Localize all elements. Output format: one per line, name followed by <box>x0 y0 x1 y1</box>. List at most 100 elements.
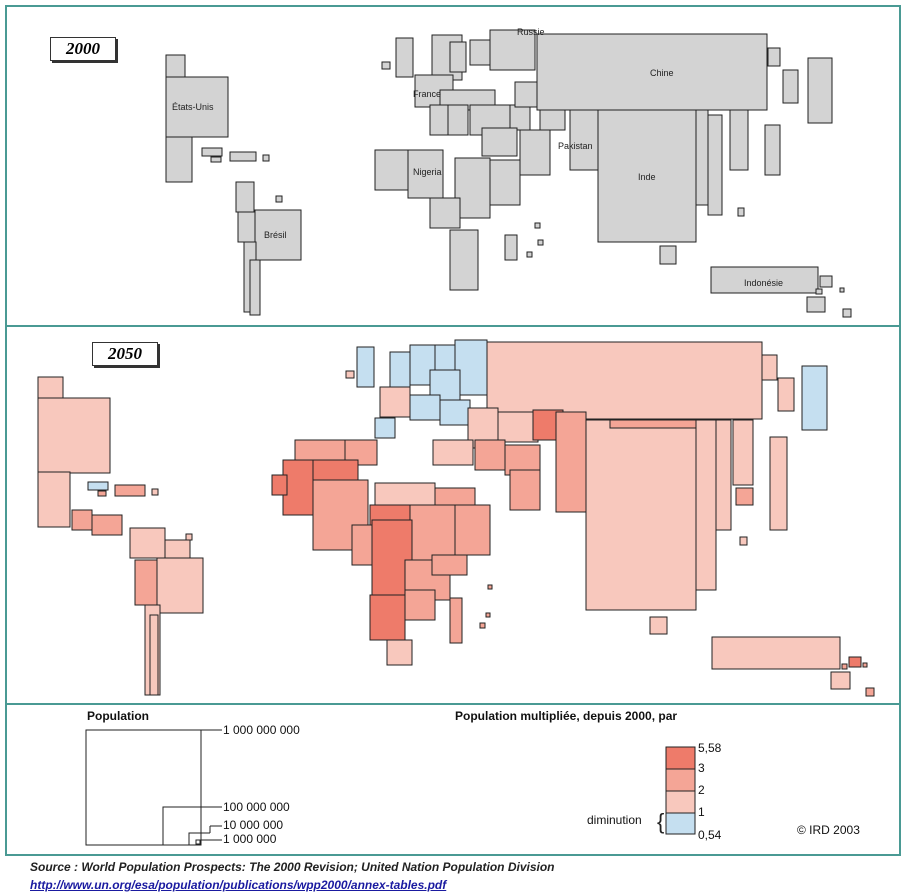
country-indonesia-2050 <box>711 636 841 670</box>
country-mexico-2050 <box>37 471 71 528</box>
country-iceland <box>381 61 391 70</box>
country-thailand <box>729 109 749 171</box>
country-sweden <box>449 41 467 73</box>
country-brazil <box>254 209 302 261</box>
country-japan <box>807 57 833 124</box>
country-spain-2050 <box>374 417 396 439</box>
country-mozambique-2050 <box>404 589 436 621</box>
country-caribbean-2 <box>210 156 222 163</box>
country-chile <box>249 259 261 316</box>
country-madagascar <box>504 234 518 261</box>
legend-swatch-high <box>665 746 696 770</box>
country-ukraine-2050 <box>497 411 539 443</box>
label-france: France <box>413 89 441 99</box>
label-pakistan: Pakistan <box>558 141 593 151</box>
country-island-c-2050 <box>487 584 493 590</box>
label-usa: États-Unis <box>172 102 214 112</box>
legend-level-1e6: 1 000 000 <box>223 832 277 846</box>
country-philippines-2050 <box>735 487 754 506</box>
country-russia-west <box>489 29 536 71</box>
country-nz <box>842 308 852 318</box>
country-drc <box>429 197 461 229</box>
country-italy <box>447 104 469 136</box>
country-pakistan <box>569 109 601 171</box>
country-island-a <box>534 222 541 229</box>
square-1e9 <box>85 729 202 846</box>
country-png-2050 <box>848 656 862 668</box>
label-brazil: Brésil <box>264 230 287 240</box>
country-iraq-2050 <box>474 439 506 471</box>
country-sri-lanka-2050 <box>649 616 668 635</box>
country-fiji-2050 <box>862 662 868 668</box>
country-australia <box>806 296 826 313</box>
country-saudi <box>519 129 551 176</box>
legend-break-0-54: 0,54 <box>698 828 722 842</box>
map-frame <box>5 5 901 856</box>
country-pakistan-2050 <box>555 411 587 513</box>
country-myanmar-2050 <box>715 419 732 531</box>
country-iran <box>481 127 518 157</box>
country-caribbean <box>201 147 223 157</box>
country-mongolia-2050 <box>761 354 778 381</box>
legend-growth-title: Population multipliée, depuis 2000, par <box>455 709 678 723</box>
panel-divider-bottom <box>5 703 901 705</box>
country-usa-2050 <box>37 397 111 474</box>
legend-population-title: Population <box>87 709 149 723</box>
year-label-2050: 2050 <box>92 342 158 366</box>
country-vietnam-2050 <box>769 436 788 531</box>
country-egypt <box>489 159 521 206</box>
legend-break-5-58: 5,58 <box>698 741 722 755</box>
country-yemen-2050 <box>509 469 541 511</box>
square-1e6 <box>195 839 201 845</box>
country-italy-2050 <box>409 394 441 421</box>
country-madagascar-2050 <box>449 597 463 644</box>
country-senegal-2050 <box>271 474 288 496</box>
country-angola-2050 <box>369 594 406 641</box>
country-chile-2050 <box>149 614 159 696</box>
country-solomon <box>815 288 823 295</box>
country-sri-lanka <box>659 245 677 265</box>
country-solomon-2050 <box>841 663 848 670</box>
country-mexico <box>165 136 193 183</box>
country-small <box>275 195 283 203</box>
country-nz-2050 <box>865 687 875 697</box>
country-egypt-2050 <box>432 439 474 466</box>
country-south-africa <box>449 229 479 291</box>
country-china-2050 <box>486 341 763 420</box>
country-brazil-2050 <box>156 557 204 614</box>
country-island-c <box>526 251 533 258</box>
label-indonesia: Indonésie <box>744 278 783 288</box>
country-korea <box>782 69 799 104</box>
legend-swatch-decline <box>665 812 696 835</box>
country-thailand-2050 <box>732 419 754 486</box>
country-central-am-2050 <box>91 514 123 536</box>
country-iceland-2050 <box>345 370 355 379</box>
label-china: Chine <box>650 68 674 78</box>
country-island-b-2050 <box>485 612 491 618</box>
country-ethiopia <box>454 157 491 219</box>
legend-level-1e9: 1 000 000 000 <box>223 723 300 737</box>
source-link[interactable]: http://www.un.org/esa/population/publica… <box>30 878 447 892</box>
decline-brace: { <box>657 809 664 834</box>
label-india: Inde <box>638 172 656 182</box>
country-nigeria <box>407 149 444 199</box>
legend-break-2: 2 <box>698 783 705 797</box>
panel-divider-top <box>5 325 901 327</box>
copyright: © IRD 2003 <box>797 823 860 837</box>
country-australia-2050 <box>830 671 851 690</box>
country-west-africa-2050 <box>282 459 314 516</box>
country-island-b <box>537 239 544 246</box>
country-china <box>536 33 768 111</box>
country-vietnam <box>764 124 781 176</box>
country-small-asia-2050 <box>739 536 748 546</box>
country-uk <box>395 37 414 78</box>
country-islands-2050 <box>151 488 159 496</box>
legend-level-1e8: 100 000 000 <box>223 800 290 814</box>
label-nigeria: Nigeria <box>413 167 442 177</box>
country-cuba <box>229 151 257 162</box>
country-india <box>597 109 697 243</box>
country-fiji <box>839 287 845 293</box>
